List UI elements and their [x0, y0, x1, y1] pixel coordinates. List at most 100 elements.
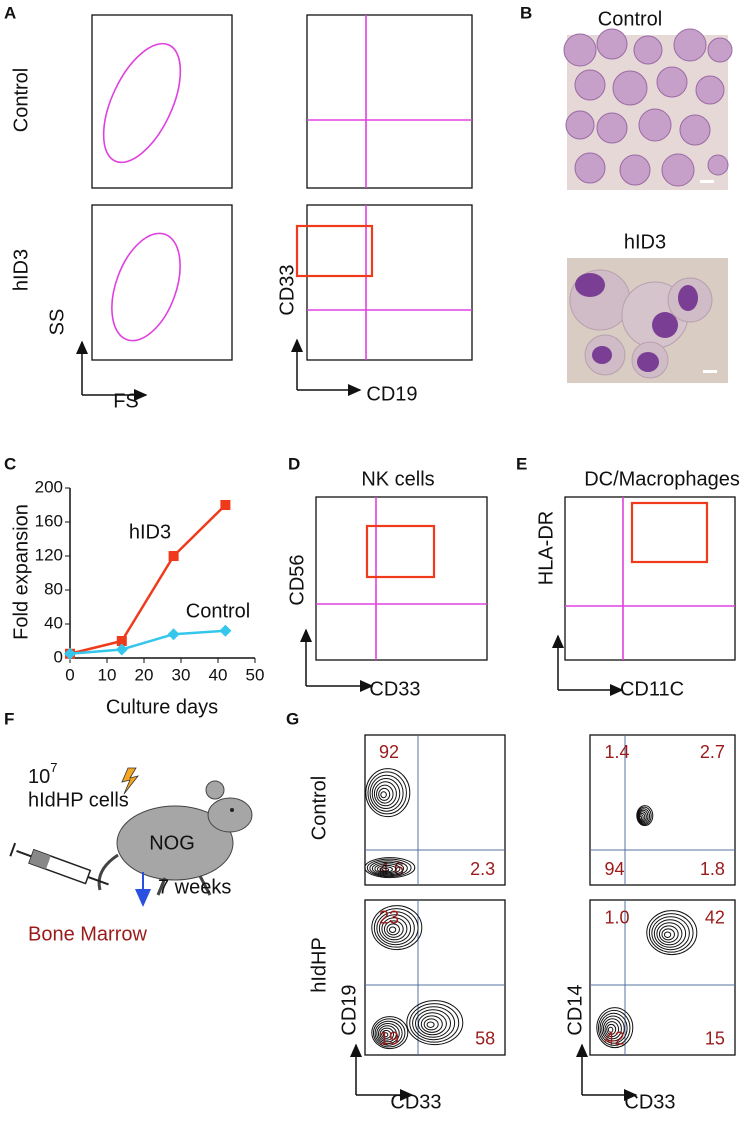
image-label: Control: [598, 8, 662, 30]
contour: [381, 1029, 392, 1039]
quadrant-line: [565, 497, 735, 660]
axis-label: Fold expansion: [10, 504, 32, 640]
contour: [423, 1018, 439, 1031]
plot-frame: [364, 734, 506, 886]
dose-exponent: 7: [50, 760, 57, 775]
contour: [379, 1027, 395, 1041]
contour: [372, 1018, 406, 1048]
quadrant-line: [307, 205, 472, 360]
marker: [115, 643, 128, 656]
quadrant-value: 58: [475, 1028, 495, 1048]
contour: [382, 1032, 389, 1038]
contour: [412, 1006, 456, 1041]
contour: [376, 784, 394, 804]
panel-label: A: [4, 3, 16, 22]
contour: [388, 926, 397, 933]
contour: [599, 1012, 628, 1044]
image-label: hID3: [624, 231, 666, 253]
contour: [378, 787, 391, 801]
quadrant-value: 2.3: [470, 859, 495, 879]
line-chart: 0 40 80 120 160 200 0 10 20 30 40 50 hID3 Control: [35, 477, 265, 684]
quadrant-line: [590, 900, 735, 1055]
contour: [415, 1009, 451, 1038]
contour: [380, 791, 387, 799]
axis-label: CD33: [624, 1091, 675, 1113]
plot-frame: [306, 204, 473, 361]
plot-title: NK cells: [361, 468, 434, 490]
mouse-label: NOG: [149, 832, 195, 854]
quadrant-value: 1.8: [700, 859, 725, 879]
contour: [374, 1020, 403, 1046]
contour: [378, 914, 412, 943]
contour: [376, 864, 397, 874]
contour: [426, 1021, 435, 1028]
marker: [167, 628, 180, 641]
y-tick-label: 40: [44, 613, 63, 632]
quadrant-line: [316, 497, 487, 660]
contour: [376, 1023, 400, 1044]
panel-label: E: [516, 454, 527, 473]
contour: [373, 908, 419, 948]
contour: [651, 916, 690, 951]
line: [69, 504, 227, 655]
contour: [381, 867, 390, 872]
dose-text: 107: [28, 760, 57, 788]
contour: [366, 858, 412, 878]
axis-label: FS: [113, 390, 139, 412]
x-tick-label: 50: [246, 665, 265, 684]
plot-frame: [91, 14, 233, 189]
gate: [365, 524, 436, 579]
contour: [365, 768, 411, 818]
contour: [371, 778, 401, 809]
row-label: hID3: [10, 249, 32, 291]
gate: [102, 42, 182, 164]
plot-frame: [589, 899, 736, 1056]
contour: [379, 866, 393, 873]
marker: [220, 500, 231, 510]
contour: [420, 1015, 443, 1033]
plot-frame: [564, 496, 736, 661]
contour: [658, 925, 679, 943]
quadrant-value: 42: [605, 1028, 625, 1048]
contour: [604, 1021, 620, 1038]
plot-frame: [315, 496, 488, 661]
duration: 7 weeks: [158, 876, 231, 898]
quadrant-value: 23: [379, 907, 399, 927]
y-tick-label: 80: [44, 579, 63, 598]
axis-label: HLA-DR: [535, 511, 557, 585]
contour: [371, 1016, 409, 1050]
quadrant-line: [307, 15, 472, 188]
gate: [630, 501, 709, 564]
mouse-icon: [97, 780, 253, 896]
x-tick-label: 10: [98, 665, 117, 684]
axis-label: CD14: [564, 984, 586, 1035]
contour: [383, 920, 404, 938]
dose: 10: [28, 766, 50, 788]
contour: [417, 1012, 447, 1036]
contour: [386, 923, 400, 936]
contour: [371, 861, 405, 876]
marker: [64, 647, 76, 660]
row-label: Control: [10, 68, 32, 132]
quadrant-line: [590, 735, 735, 885]
panel-label: F: [4, 709, 14, 728]
axis-label: CD19: [366, 383, 417, 405]
plot-frame: [306, 14, 473, 189]
contour: [663, 931, 672, 938]
contour: [601, 1015, 625, 1042]
x-tick-label: 40: [209, 665, 228, 684]
quadrant-value: 1.0: [605, 907, 630, 927]
gate: [111, 232, 181, 342]
x-tick-label: 20: [135, 665, 154, 684]
contour: [377, 1025, 397, 1043]
tissue: Bone Marrow: [28, 923, 147, 945]
contour: [364, 857, 416, 879]
contour: [656, 922, 683, 946]
micrograph: [563, 28, 733, 383]
contour: [596, 1007, 634, 1049]
axis-label: CD19: [338, 984, 360, 1035]
panel-label: B: [520, 3, 532, 22]
contour: [369, 774, 404, 812]
